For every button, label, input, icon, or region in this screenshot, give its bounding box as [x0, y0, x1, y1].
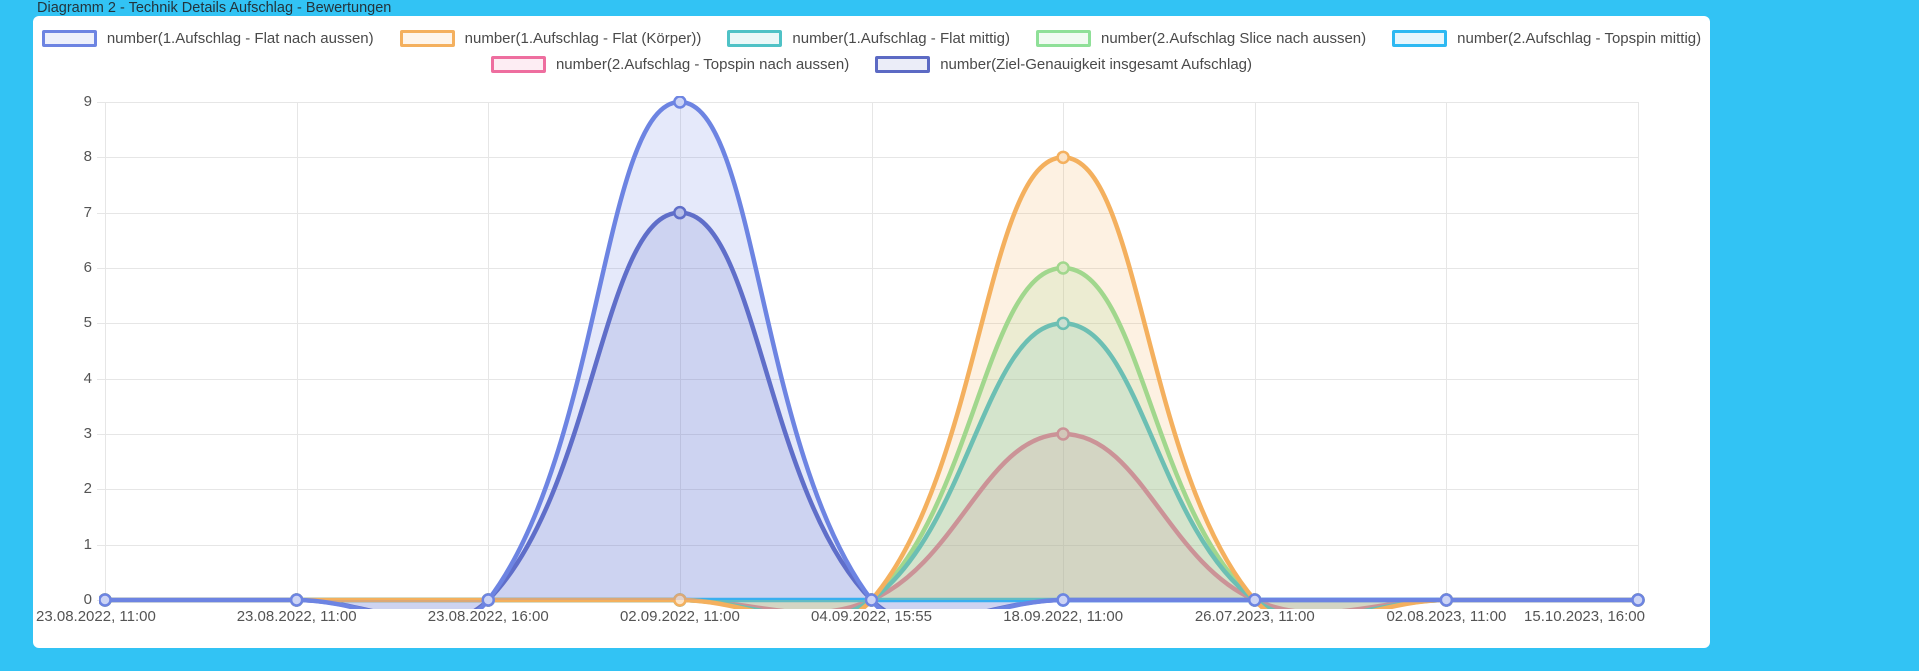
legend-item[interactable]: number(1.Aufschlag - Flat mittig) [727, 30, 1010, 47]
legend-label: number(1.Aufschlag - Flat (Körper)) [464, 30, 702, 47]
legend-item[interactable]: number(2.Aufschlag - Topspin mittig) [1392, 30, 1701, 47]
x-tick-label: 02.08.2023, 11:00 [1386, 608, 1507, 625]
x-tick-label: 15.10.2023, 16:00 [1524, 608, 1645, 625]
legend-swatch-icon [1035, 30, 1091, 47]
legend-item[interactable]: number(Ziel-Genauigkeit insgesamt Aufsch… [875, 56, 1252, 73]
legend-swatch-icon [875, 56, 931, 73]
legend-label: number(1.Aufschlag - Flat nach aussen) [106, 30, 374, 47]
y-tick-label: 2 [83, 480, 92, 498]
legend-swatch-icon [727, 30, 783, 47]
legend-label: number(2.Aufschlag Slice nach aussen) [1100, 30, 1367, 47]
y-tick-label: 9 [83, 93, 92, 110]
y-tick-label: 3 [83, 425, 92, 442]
x-tick-label: 26.07.2023, 11:00 [1194, 608, 1315, 625]
page-title: Diagramm 2 - Technik Details Aufschlag -… [37, 0, 392, 16]
y-tick-label: 8 [83, 148, 92, 166]
series-2 [99, 316, 1645, 609]
legend-label: number(2.Aufschlag - Topspin mittig) [1457, 30, 1702, 47]
legend-swatch-icon [490, 56, 546, 73]
legend-item[interactable]: number(1.Aufschlag - Flat nach aussen) [41, 30, 374, 47]
series-3 [99, 261, 1645, 609]
series-6 [99, 205, 1645, 609]
series-5 [99, 427, 1645, 609]
legend-item[interactable]: number(2.Aufschlag Slice nach aussen) [1035, 30, 1367, 47]
legend-label: number(2.Aufschlag - Topspin nach aussen… [555, 56, 850, 73]
x-tick-label: 02.09.2022, 11:00 [619, 608, 740, 625]
y-tick-label: 7 [83, 203, 92, 221]
legend-swatch-icon [41, 30, 97, 47]
legend-item[interactable]: number(1.Aufschlag - Flat (Körper)) [399, 30, 702, 47]
gridlines [97, 102, 1639, 606]
legend-label: number(1.Aufschlag - Flat mittig) [792, 30, 1010, 47]
y-tick-label: 4 [83, 369, 92, 387]
chart-panel [33, 16, 1710, 648]
x-tick-label: 23.08.2022, 16:00 [427, 608, 549, 625]
y-tick-label: 5 [83, 314, 92, 332]
legend-swatch-icon [399, 30, 455, 47]
legend-item[interactable]: number(2.Aufschlag - Topspin nach aussen… [490, 56, 850, 73]
y-tick-label: 6 [83, 259, 92, 276]
x-tick-label: 18.09.2022, 11:00 [1003, 608, 1124, 625]
legend-label: number(Ziel-Genauigkeit insgesamt Aufsch… [940, 56, 1253, 73]
legend-swatch-icon [1392, 30, 1448, 47]
y-tick-label: 1 [83, 535, 92, 553]
series-0 [99, 96, 1645, 609]
y-tick-label: 0 [83, 591, 92, 608]
x-tick-label: 23.08.2022, 11:00 [236, 608, 357, 625]
chart-legend: number(1.Aufschlag - Flat nach aussen) nu… [33, 30, 1710, 73]
x-tick-label: 23.08.2022, 11:00 [36, 608, 156, 625]
series-1 [99, 150, 1645, 609]
x-tick-label: 04.09.2022, 15:55 [811, 608, 932, 625]
